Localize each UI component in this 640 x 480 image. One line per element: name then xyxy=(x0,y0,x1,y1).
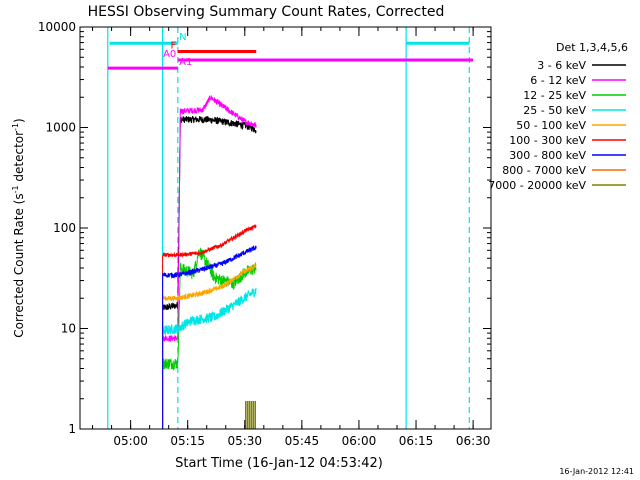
series-6-12-kev-line xyxy=(162,95,257,429)
legend-label: 12 - 25 keV xyxy=(523,89,586,102)
x-tick-label: 06:30 xyxy=(456,434,491,448)
series-100-300-kev-line xyxy=(162,224,257,429)
legend-label: 50 - 100 keV xyxy=(516,119,586,132)
y-tick-label: 1 xyxy=(68,422,76,436)
series-300-800-kev-line xyxy=(162,245,257,429)
legend: 3 - 6 keV 6 - 12 keV 12 - 25 keV 25 - 50 ke… xyxy=(488,59,626,192)
x-tick-label: 05:00 xyxy=(113,434,148,448)
legend-label: 6 - 12 keV xyxy=(530,74,586,87)
y-axis: 1 10 100 1000 10000 xyxy=(38,20,491,436)
legend-label: 3 - 6 keV xyxy=(537,59,586,72)
x-tick-label: 06:00 xyxy=(342,434,377,448)
flag-a0-label: A0 xyxy=(163,49,176,60)
series-25-50-kev-line xyxy=(162,287,257,429)
y-axis-label-sup: -1 xyxy=(11,185,20,193)
legend-label: 800 - 7000 keV xyxy=(502,164,586,177)
series-50-100-kev-line xyxy=(162,262,257,429)
x-tick-label: 05:45 xyxy=(285,434,320,448)
x-axis-label: Start Time (16-Jan-12 04:53:42) xyxy=(175,456,383,471)
flag-f-label: F xyxy=(171,41,177,52)
footer-timestamp: 16-Jan-2012 12:41 xyxy=(559,467,634,476)
legend-label: 7000 - 20000 keV xyxy=(488,179,586,192)
y-tick-label: 10000 xyxy=(38,20,76,34)
flag-a1-label: A1 xyxy=(179,57,192,68)
y-axis-label-mid: detector xyxy=(12,131,26,186)
y-axis-label-sup2: -1 xyxy=(11,123,20,131)
x-tick-label: 05:15 xyxy=(170,434,205,448)
x-tick-label: 06:15 xyxy=(399,434,434,448)
legend-label: 25 - 50 keV xyxy=(523,104,586,117)
series-lines xyxy=(162,95,257,429)
y-axis-label: Corrected Count Rate (s-1 detector-1) xyxy=(11,118,26,337)
y-tick-label: 1000 xyxy=(45,121,76,135)
flag-n-label: N xyxy=(179,32,186,43)
y-tick-label: 100 xyxy=(53,221,76,235)
legend-label: 300 - 800 keV xyxy=(509,149,586,162)
y-axis-label-main: Corrected Count Rate (s xyxy=(12,193,26,337)
legend-title: Det 1,3,4,5,6 xyxy=(556,41,628,54)
x-axis: 05:00 05:15 05:30 05:45 06:00 06:15 06:30 xyxy=(92,27,491,448)
legend-label: 100 - 300 keV xyxy=(509,134,586,147)
y-axis-label-end: ) xyxy=(12,118,26,123)
chart-title: HESSI Observing Summary Count Rates, Cor… xyxy=(88,4,445,20)
x-tick-label: 05:30 xyxy=(227,434,262,448)
y-tick-label: 10 xyxy=(61,322,76,336)
